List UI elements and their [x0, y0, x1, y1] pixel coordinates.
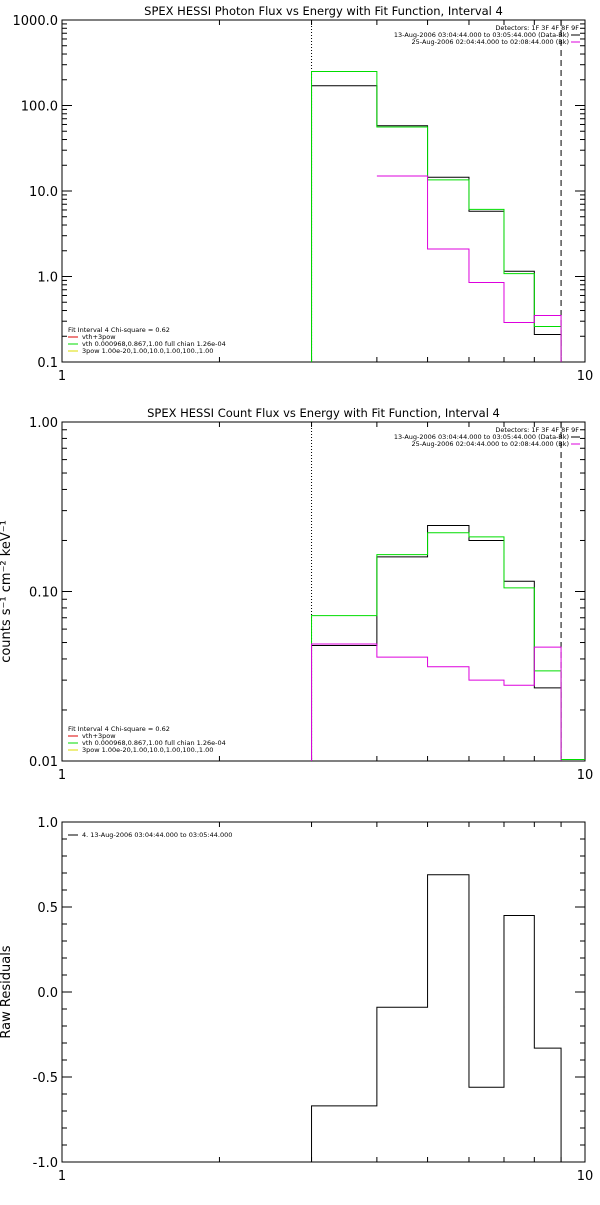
- y-tick-label: 1.0: [37, 271, 58, 286]
- legend-right-entry: 25-Aug-2006 02:04:44.000 to 02:08:44.000…: [412, 38, 569, 46]
- y-tick-label: 0.0: [37, 986, 58, 1001]
- legend-right-entry: 25-Aug-2006 02:04:44.000 to 02:08:44.000…: [412, 440, 569, 448]
- y-tick-label: -1.0: [33, 1156, 58, 1171]
- series-2-line: [311, 70, 562, 362]
- series-1-line: [311, 874, 562, 1162]
- panel-2: SPEX HESSI Count Flux vs Energy with Fit…: [0, 406, 593, 783]
- series-1-line: [311, 525, 562, 761]
- y-tick-label: 1.00: [29, 416, 58, 431]
- plot-frame: [61, 821, 586, 1163]
- x-tick-label: 1: [58, 369, 66, 384]
- y-tick-label: -0.5: [33, 1071, 58, 1086]
- y-tick-label: 0.1: [37, 356, 58, 371]
- panel-3: Raw Residuals 1 10 -1.0 -0.5 0.0 0.5 1.0 4. 13-A…: [0, 816, 593, 1184]
- series-2-line: [311, 532, 562, 761]
- legend-left-entry: vth 0.000968,0.867,1.00 full chian 1.26e…: [82, 739, 226, 747]
- y-axis-label: counts s⁻¹ cm⁻² keV⁻¹: [0, 520, 14, 663]
- legend-left-entry: 3pow 1.00e-20,1.00,10.0,1.00,100.,1.00: [82, 347, 213, 355]
- legend-left-entry: vth 0.000968,0.867,1.00 full chian 1.26e…: [82, 340, 226, 348]
- x-tick-label: 1: [58, 768, 66, 783]
- y-tick-label: 0.10: [29, 586, 58, 601]
- series-3-line: [376, 175, 562, 362]
- x-tick-label: 1: [58, 1169, 66, 1184]
- panel-1: SPEX HESSI Photon Flux vs Energy with Fi…: [13, 4, 594, 384]
- legend-left-entry: Fit Interval 4 Chi-square = 0.62: [68, 326, 170, 334]
- series-1-line: [311, 85, 562, 362]
- chart-title: SPEX HESSI Count Flux vs Energy with Fit…: [147, 406, 500, 420]
- x-tick-label: 10: [577, 768, 594, 783]
- x-tick-label: 10: [577, 369, 594, 384]
- legend-right-entry: Detectors: 1F 3F 4F 8F 9F: [495, 24, 579, 32]
- plot-frame: [61, 421, 586, 762]
- x-tick-label: 10: [577, 1169, 594, 1184]
- y-tick-label: 100.0: [21, 100, 58, 115]
- y-tick-label: 0.5: [37, 901, 58, 916]
- series-3-line: [311, 643, 562, 761]
- legend-left-entry: vth+3pow: [82, 333, 116, 341]
- legend-left-entry: 3pow 1.00e-20,1.00,10.0,1.00,100.,1.00: [82, 746, 213, 754]
- y-tick-label: 1000.0: [13, 14, 59, 29]
- legend-right-entry: Detectors: 1F 3F 4F 8F 9F: [495, 426, 579, 434]
- legend-right-entry: 13-Aug-2006 03:04:44.000 to 03:05:44.000…: [394, 31, 569, 39]
- chart-title: SPEX HESSI Photon Flux vs Energy with Fi…: [144, 4, 503, 18]
- legend-left-entry: vth+3pow: [82, 732, 116, 740]
- y-tick-label: 10.0: [29, 185, 58, 200]
- legend-left-entry: 4. 13-Aug-2006 03:04:44.000 to 03:05:44.…: [82, 831, 232, 839]
- y-axis-label: Raw Residuals: [0, 945, 14, 1038]
- legend-left-entry: Fit Interval 4 Chi-square = 0.62: [68, 725, 170, 733]
- legend-right-entry: 13-Aug-2006 03:04:44.000 to 03:05:44.000…: [394, 433, 569, 441]
- y-tick-label: 0.01: [29, 755, 58, 770]
- y-tick-label: 1.0: [37, 816, 58, 831]
